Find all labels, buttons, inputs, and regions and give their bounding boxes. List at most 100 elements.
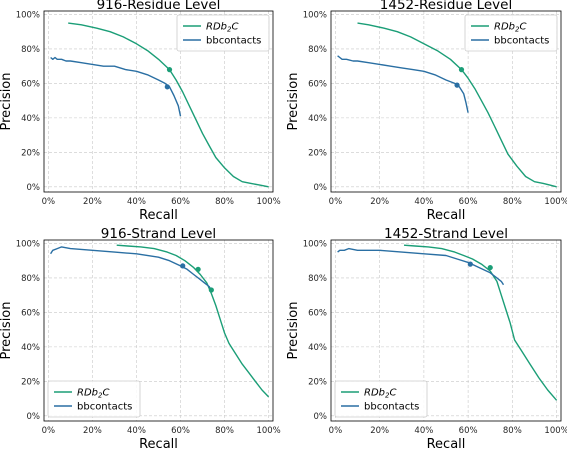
chart-panel-4: 0%0% 20% 20% 40% 40% 60% 60% 80% 80% 100% 100% 1452… bbox=[286, 226, 567, 449]
legend-label-rdb2c: RDb2C bbox=[494, 22, 526, 34]
series-line-rdb2c bbox=[357, 22, 557, 188]
series-line-bbcontacts bbox=[50, 56, 182, 117]
x-tick-label: 0% bbox=[42, 197, 56, 207]
chart-title: 1452-Residue Level bbox=[380, 0, 512, 13]
x-tick-label: 100% bbox=[544, 426, 567, 436]
series-marker-point bbox=[166, 67, 173, 73]
y-tick-label: 0% bbox=[314, 183, 328, 193]
x-tick-label: 40% bbox=[127, 197, 146, 207]
series-line-rdb2c bbox=[403, 244, 558, 401]
y-axis-label: Precision bbox=[286, 72, 301, 130]
series-line-rdb2c bbox=[116, 244, 270, 398]
y-tick-label: 0% bbox=[314, 412, 328, 422]
x-axis-label: Recall bbox=[139, 208, 178, 223]
x-tick-label: 20% bbox=[83, 197, 102, 207]
y-tick-label: 60% bbox=[21, 79, 40, 89]
y-tick-label: 40% bbox=[308, 114, 327, 124]
plot-frame bbox=[43, 239, 274, 422]
chart-title: 1452-Strand Level bbox=[384, 226, 508, 242]
plot-frame bbox=[330, 239, 562, 422]
chart-panel-3: 0%0% 20% 20% 40% 40% 60% 60% 80% 80% 100% 100% 916-… bbox=[0, 226, 281, 449]
y-tick-label: 100% bbox=[16, 239, 40, 249]
y-tick-label: 100% bbox=[303, 239, 327, 249]
legend-label-rdb2c: RDb2C bbox=[77, 388, 109, 400]
chart-panel-1: 0%0% 20% 20% 40% 40% 60% 60% 80% 80% 100% 100% 916-… bbox=[0, 0, 281, 223]
legend-box bbox=[47, 380, 141, 418]
x-tick-label: 80% bbox=[503, 197, 522, 207]
legend-label-rdb2c: RDb2C bbox=[364, 388, 396, 400]
x-tick-label: 20% bbox=[370, 197, 389, 207]
series-line-rdb2c bbox=[68, 22, 269, 188]
x-axis-label: Recall bbox=[427, 437, 466, 449]
chart-panel-2: 0%0% 20% 20% 40% 40% 60% 60% 80% 80% 100% 100% 1452… bbox=[286, 0, 567, 223]
y-tick-label: 0% bbox=[27, 183, 41, 193]
plot-frame bbox=[43, 10, 274, 193]
chart-title: 916-Strand Level bbox=[101, 226, 216, 242]
series-line-bbcontacts bbox=[337, 247, 505, 286]
legend-label-rdb2c: RDb2C bbox=[206, 22, 238, 34]
series-line-bbcontacts bbox=[337, 55, 469, 113]
x-axis-label: Recall bbox=[139, 437, 178, 449]
legend-label-bbcontacts: bbcontacts bbox=[494, 36, 549, 47]
y-tick-label: 80% bbox=[21, 274, 40, 284]
x-tick-label: 60% bbox=[459, 197, 478, 207]
y-tick-label: 20% bbox=[21, 148, 40, 158]
chart-title: 916-Residue Level bbox=[97, 0, 221, 13]
y-axis-label: Precision bbox=[0, 301, 14, 359]
y-tick-label: 0% bbox=[27, 412, 41, 422]
y-tick-label: 20% bbox=[308, 148, 327, 158]
y-tick-label: 60% bbox=[308, 79, 327, 89]
series-marker-point bbox=[164, 84, 170, 90]
series-marker-point bbox=[454, 82, 460, 88]
legend: RDb2C bbcontacts bbox=[176, 14, 270, 52]
y-tick-label: 40% bbox=[21, 114, 40, 124]
x-tick-label: 20% bbox=[370, 426, 389, 436]
y-axis-label: Precision bbox=[0, 72, 14, 130]
series-marker-point bbox=[487, 264, 493, 271]
legend-label-bbcontacts: bbcontacts bbox=[77, 402, 132, 413]
legend: RDb2C bbcontacts bbox=[334, 380, 428, 418]
x-tick-label: 60% bbox=[171, 426, 190, 436]
x-tick-label: 80% bbox=[503, 426, 522, 436]
x-axis-label: Recall bbox=[427, 208, 466, 223]
legend-label-bbcontacts: bbcontacts bbox=[206, 36, 261, 47]
x-tick-label: 40% bbox=[127, 426, 146, 436]
x-tick-label: 100% bbox=[544, 197, 567, 207]
legend: RDb2C bbcontacts bbox=[464, 14, 558, 52]
y-tick-label: 40% bbox=[308, 343, 327, 353]
y-tick-label: 100% bbox=[303, 10, 327, 20]
y-tick-label: 80% bbox=[21, 45, 40, 55]
y-tick-label: 20% bbox=[308, 377, 327, 387]
x-tick-label: 0% bbox=[42, 426, 56, 436]
x-tick-label: 20% bbox=[83, 426, 102, 436]
series-marker-point bbox=[180, 263, 186, 269]
x-tick-label: 60% bbox=[171, 197, 190, 207]
legend-box bbox=[464, 14, 558, 52]
legend-box bbox=[176, 14, 270, 52]
y-tick-label: 60% bbox=[308, 308, 327, 318]
x-tick-label: 0% bbox=[329, 426, 343, 436]
legend-label-bbcontacts: bbcontacts bbox=[364, 402, 419, 413]
legend: RDb2C bbcontacts bbox=[47, 380, 141, 418]
y-axis-label: Precision bbox=[286, 301, 301, 359]
x-tick-label: 100% bbox=[256, 197, 280, 207]
series-line-bbcontacts bbox=[50, 246, 212, 291]
y-tick-label: 60% bbox=[21, 308, 40, 318]
x-tick-label: 80% bbox=[215, 197, 234, 207]
legend-box bbox=[334, 380, 428, 418]
series-marker-point bbox=[208, 287, 214, 293]
series-marker-point bbox=[195, 266, 201, 272]
x-tick-label: 40% bbox=[414, 197, 433, 207]
series-marker-point bbox=[458, 67, 465, 73]
y-tick-label: 80% bbox=[308, 45, 327, 55]
x-tick-label: 60% bbox=[459, 426, 478, 436]
x-tick-label: 40% bbox=[414, 426, 433, 436]
series-marker-point bbox=[467, 261, 473, 267]
y-tick-label: 100% bbox=[16, 10, 40, 20]
x-tick-label: 0% bbox=[329, 197, 343, 207]
plot-frame bbox=[330, 10, 562, 193]
y-tick-label: 40% bbox=[21, 343, 40, 353]
x-tick-label: 80% bbox=[215, 426, 234, 436]
x-tick-label: 100% bbox=[256, 426, 280, 436]
